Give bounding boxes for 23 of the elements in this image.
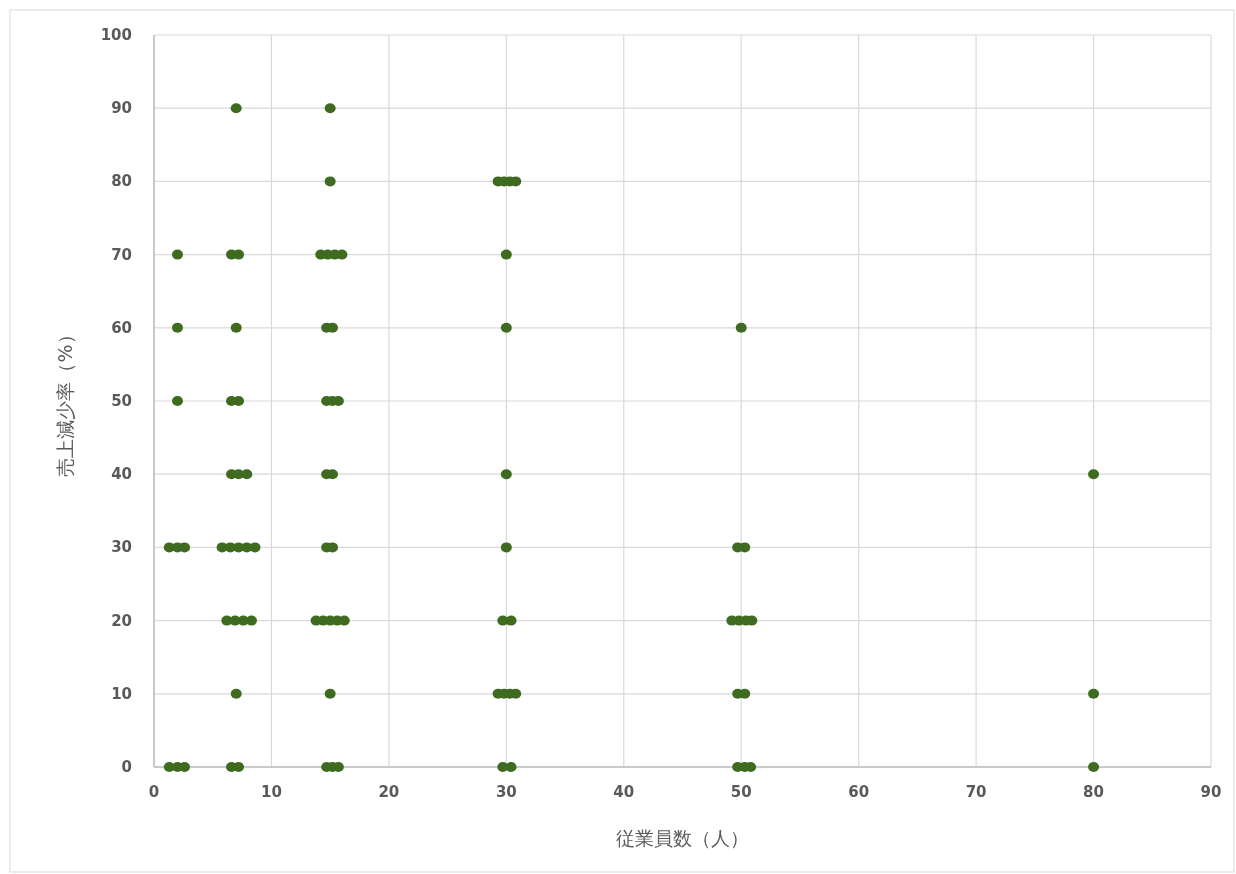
y-tick-label: 100 [100,26,132,44]
y-tick-label: 30 [111,538,132,557]
y-axis-title: 売上減少率（%） [54,325,76,477]
x-tick-label: 50 [730,783,752,801]
y-tick-label: 10 [111,684,132,703]
y-tick-label: 50 [111,392,132,410]
y-tick-label: 0 [121,758,132,776]
x-tick-label: 60 [848,783,870,801]
y-tick-label: 80 [111,172,132,191]
x-tick-label: 70 [965,783,987,801]
x-tick-label: 20 [378,783,400,801]
x-tick-label: 10 [261,783,282,801]
y-tick-label: 90 [111,99,132,118]
y-tick-label: 70 [111,245,132,264]
x-tick-label: 0 [148,783,160,801]
x-tick-label: 80 [1083,783,1104,801]
x-tick-label: 40 [613,783,635,801]
x-tick-label: 90 [1200,783,1222,801]
y-tick-label: 20 [111,611,132,630]
x-tick-label: 30 [495,783,517,801]
x-axis-title: 従業員数（人） [616,827,749,849]
y-tick-label: 60 [111,318,132,337]
y-tick-label: 40 [111,465,132,484]
